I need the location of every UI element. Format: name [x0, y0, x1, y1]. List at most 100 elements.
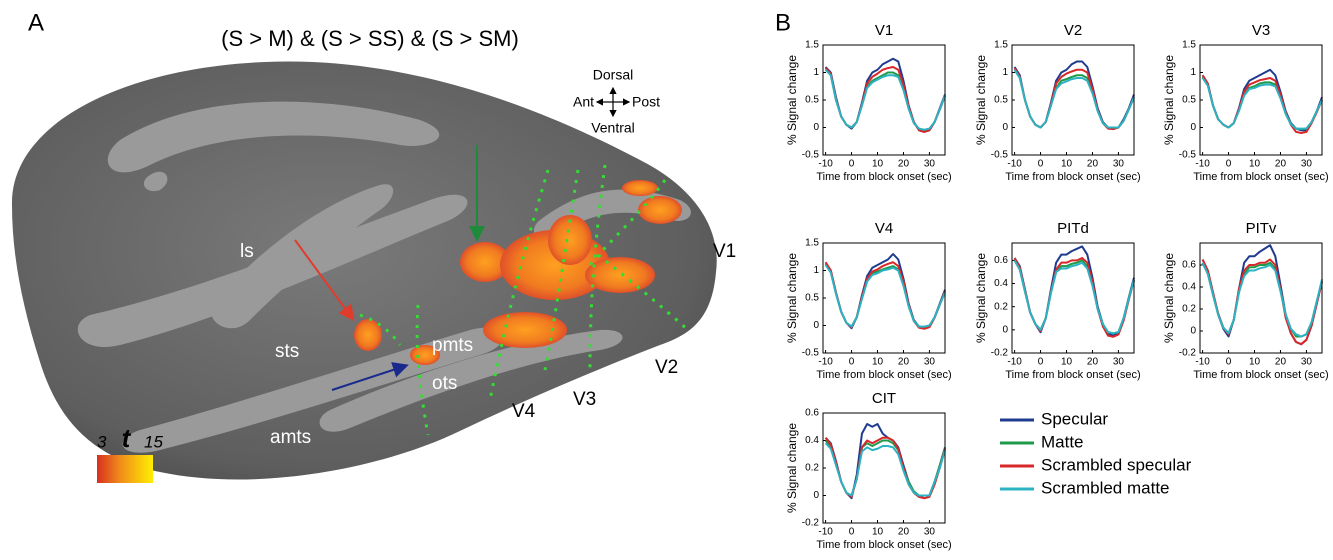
- series-line: [1201, 77, 1323, 130]
- legend-label: Specular: [1041, 409, 1108, 428]
- region-label: V3: [573, 389, 596, 410]
- region-label: ls: [240, 241, 254, 262]
- y-axis-label: % Signal change: [785, 55, 799, 145]
- y-tick-label: 0.2: [805, 463, 819, 474]
- x-tick-label: 30: [1301, 159, 1313, 170]
- y-axis-label: % Signal change: [785, 423, 799, 513]
- legend-label: Scrambled specular: [1041, 455, 1192, 474]
- series-line: [1201, 262, 1323, 338]
- chart-title: V2: [1064, 22, 1082, 39]
- region-label: ots: [432, 373, 457, 394]
- y-axis-label: % Signal change: [974, 55, 988, 145]
- y-tick-label: 1: [1002, 67, 1008, 78]
- x-tick-label: 0: [849, 159, 855, 170]
- series-line: [824, 264, 946, 328]
- x-tick-label: -10: [818, 357, 833, 368]
- x-tick-label: 20: [898, 527, 910, 538]
- y-tick-label: 0.6: [805, 408, 819, 419]
- y-tick-label: 0.5: [994, 95, 1008, 106]
- y-tick-label: -0.5: [802, 348, 820, 359]
- chart-title: V4: [875, 220, 893, 237]
- legend-label: Matte: [1041, 432, 1084, 451]
- chart-title: PITd: [1057, 220, 1089, 237]
- panel-label: A: [28, 9, 44, 36]
- x-tick-label: -10: [1195, 159, 1210, 170]
- chart-title: V3: [1252, 22, 1270, 39]
- colorbar-max: 15: [144, 432, 163, 451]
- series-line: [824, 69, 946, 131]
- y-tick-label: 1.5: [805, 238, 819, 249]
- x-tick-label: 10: [1249, 159, 1261, 170]
- y-axis-label: % Signal change: [1162, 253, 1176, 343]
- region-label: amts: [270, 427, 311, 448]
- x-tick-label: 10: [872, 357, 884, 368]
- x-tick-label: 20: [1275, 159, 1287, 170]
- x-tick-label: 0: [1226, 357, 1232, 368]
- y-tick-label: 0: [1002, 122, 1008, 133]
- orientation-label: Post: [632, 94, 660, 110]
- series-line: [1201, 258, 1323, 346]
- x-axis-label: Time from block onset (sec): [1005, 369, 1140, 381]
- x-tick-label: -10: [1007, 159, 1022, 170]
- colorbar-min: 3: [97, 432, 107, 451]
- x-tick-label: 30: [1113, 159, 1125, 170]
- y-tick-label: 0.5: [1182, 95, 1196, 106]
- panel-title: (S > M) & (S > SS) & (S > SM): [221, 26, 519, 51]
- plot-frame: [1011, 242, 1135, 354]
- y-tick-label: 0: [813, 122, 819, 133]
- panel-label: B: [775, 9, 791, 36]
- series-line: [1013, 259, 1135, 335]
- orientation-label: Ventral: [591, 120, 635, 136]
- y-tick-label: 0: [1190, 326, 1196, 337]
- y-tick-label: 0.6: [994, 255, 1008, 266]
- arrow-blue: [331, 362, 409, 391]
- y-tick-label: 0: [1002, 324, 1008, 335]
- x-tick-label: 30: [924, 357, 936, 368]
- x-axis-label: Time from block onset (sec): [1005, 171, 1140, 183]
- x-tick-label: 0: [1038, 159, 1044, 170]
- y-tick-label: -0.5: [802, 150, 820, 161]
- colorbar-symbol: t: [122, 423, 132, 453]
- y-tick-label: 0.4: [994, 278, 1008, 289]
- sulci: [77, 101, 691, 453]
- brain-surface: [11, 61, 717, 480]
- activation-blobs: [354, 180, 682, 365]
- x-tick-label: 30: [1301, 357, 1313, 368]
- x-tick-label: 20: [1087, 357, 1099, 368]
- x-axis-label: Time from block onset (sec): [816, 171, 951, 183]
- x-tick-label: 10: [872, 159, 884, 170]
- x-axis-label: Time from block onset (sec): [816, 369, 951, 381]
- x-tick-label: 20: [898, 159, 910, 170]
- y-tick-label: 1.5: [805, 40, 819, 51]
- series-line: [1013, 257, 1135, 338]
- y-tick-label: -0.2: [1179, 348, 1197, 359]
- x-tick-label: -10: [818, 159, 833, 170]
- legend-label: Scrambled matte: [1041, 478, 1170, 497]
- x-tick-label: 0: [1226, 159, 1232, 170]
- y-tick-label: 0.5: [805, 293, 819, 304]
- y-axis-label: % Signal change: [1162, 55, 1176, 145]
- plot-frame: [1199, 44, 1323, 156]
- x-axis-label: Time from block onset (sec): [1193, 171, 1328, 183]
- y-tick-label: 1: [813, 265, 819, 276]
- series-line: [1201, 261, 1323, 338]
- x-tick-label: 10: [1061, 357, 1073, 368]
- y-tick-label: 0: [813, 490, 819, 501]
- y-tick-label: 0.5: [805, 95, 819, 106]
- x-axis-label: Time from block onset (sec): [1193, 369, 1328, 381]
- y-axis-label: % Signal change: [974, 253, 988, 343]
- region-label: pmts: [432, 335, 473, 356]
- legend: Specular Matte Scrambled specular Scrambled…: [1000, 409, 1192, 497]
- y-tick-label: 1.5: [1182, 40, 1196, 51]
- plot-frame: [822, 44, 946, 156]
- y-tick-label: 1: [813, 67, 819, 78]
- y-tick-label: 0.2: [994, 301, 1008, 312]
- y-tick-label: 0.2: [1182, 304, 1196, 315]
- y-tick-label: -0.2: [991, 348, 1009, 359]
- y-tick-label: 0: [1190, 122, 1196, 133]
- series-line: [1201, 244, 1323, 346]
